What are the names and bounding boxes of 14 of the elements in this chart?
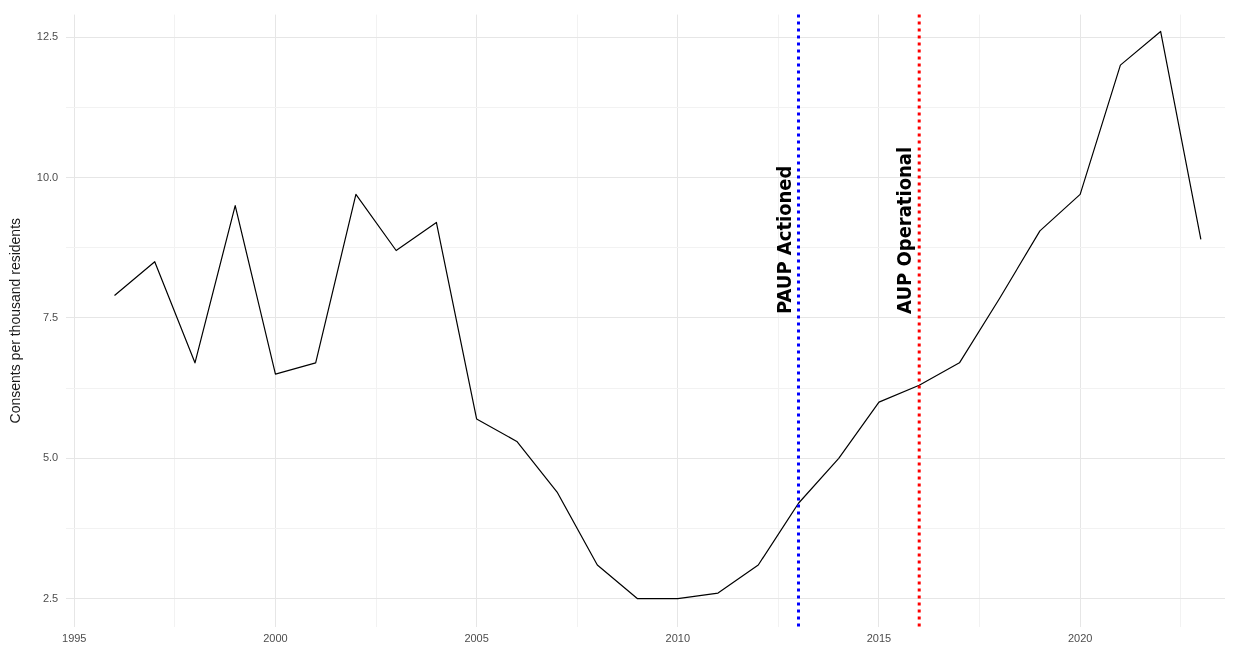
x-tick-label: 2000 [263, 632, 288, 645]
x-tick-label: 1995 [62, 632, 87, 645]
y-tick-label: 2.5 [42, 591, 59, 604]
ref-line-label: PAUP Actioned [771, 165, 796, 314]
x-tick-label: 2005 [464, 632, 489, 645]
y-tick-label: 12.5 [36, 30, 59, 43]
ref-line-label: AUP Operational [892, 146, 917, 314]
x-tick-label: 2015 [866, 632, 892, 645]
y-tick-label: 5.0 [42, 451, 59, 464]
y-tick-label: 10.0 [36, 170, 59, 183]
x-tick-label: 2010 [665, 632, 691, 645]
y-tick-label: 7.5 [42, 310, 59, 323]
x-tick-label: 2020 [1067, 632, 1093, 645]
y-axis-title: Consents per thousand residents [7, 217, 24, 424]
